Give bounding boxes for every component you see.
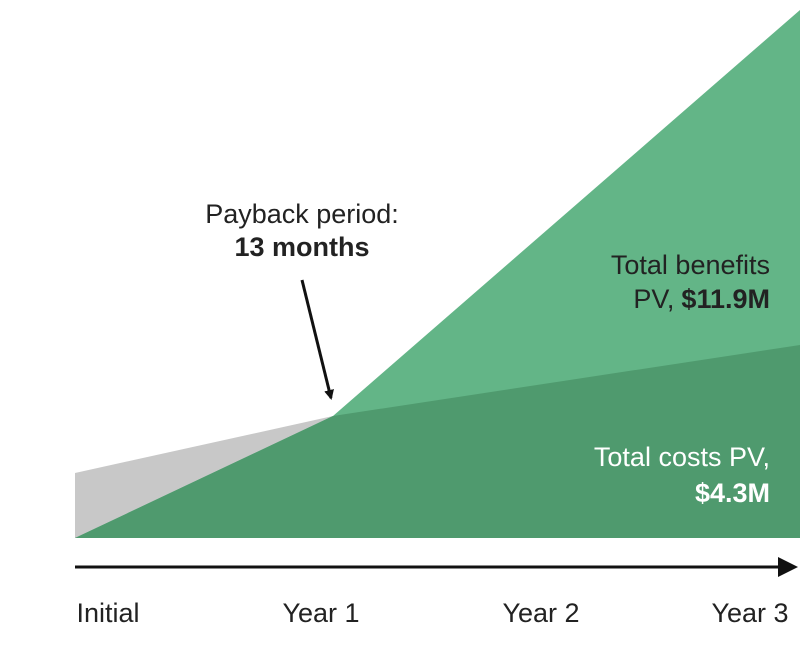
x-axis-arrow [778,557,798,577]
overlap-area [75,345,800,538]
x-label: Year 2 [502,598,579,628]
benefits-label: Total benefits [611,250,770,280]
benefits-prefix: PV, [633,284,674,314]
costs-value: $4.3M [695,478,770,508]
x-label: Year 1 [282,598,359,628]
x-label: Initial [76,598,139,628]
annotation-text: Payback period: [205,199,399,229]
benefits-value-line: PV, $11.9M [633,284,770,314]
annotation-value: 13 months [234,232,369,262]
costs-label: Total costs PV, [594,442,770,472]
x-label: Year 3 [711,598,788,628]
benefits-value: $11.9M [681,284,770,314]
annotation-arrow [300,279,334,400]
